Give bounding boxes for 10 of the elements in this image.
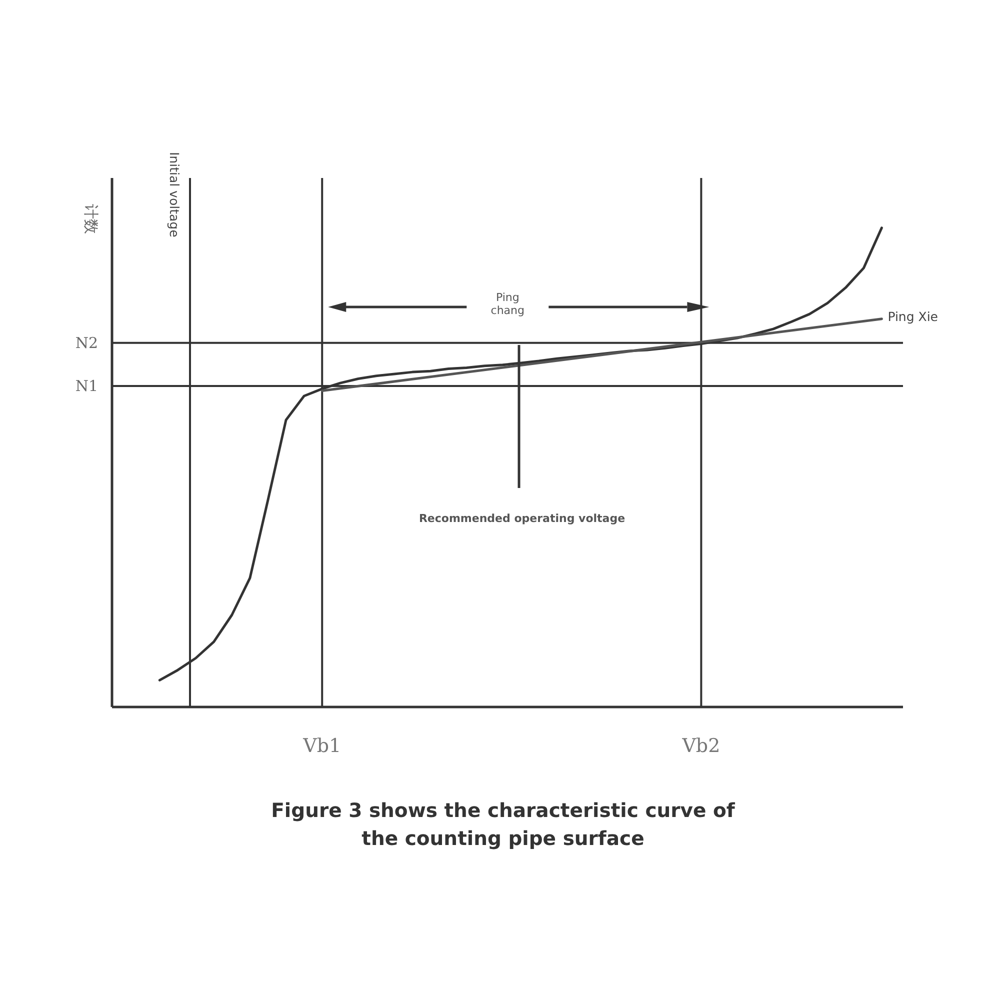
x-tick-label: Vb1 [302, 735, 342, 757]
ref-line-label: N1 [75, 376, 98, 395]
caption: Figure 3 shows the characteristic curve of the counting pipe surface [271, 799, 736, 850]
y-axis-title: 计数 [82, 204, 100, 234]
series-label: Ping Xie [888, 308, 938, 324]
annotation: Recommended operating voltage [418, 512, 626, 525]
annotation: Initial voltage [167, 152, 182, 238]
x-tick-label: Vb2 [681, 735, 720, 757]
annotation: Ping chang [490, 291, 525, 317]
ref-line-label: N2 [75, 334, 98, 352]
